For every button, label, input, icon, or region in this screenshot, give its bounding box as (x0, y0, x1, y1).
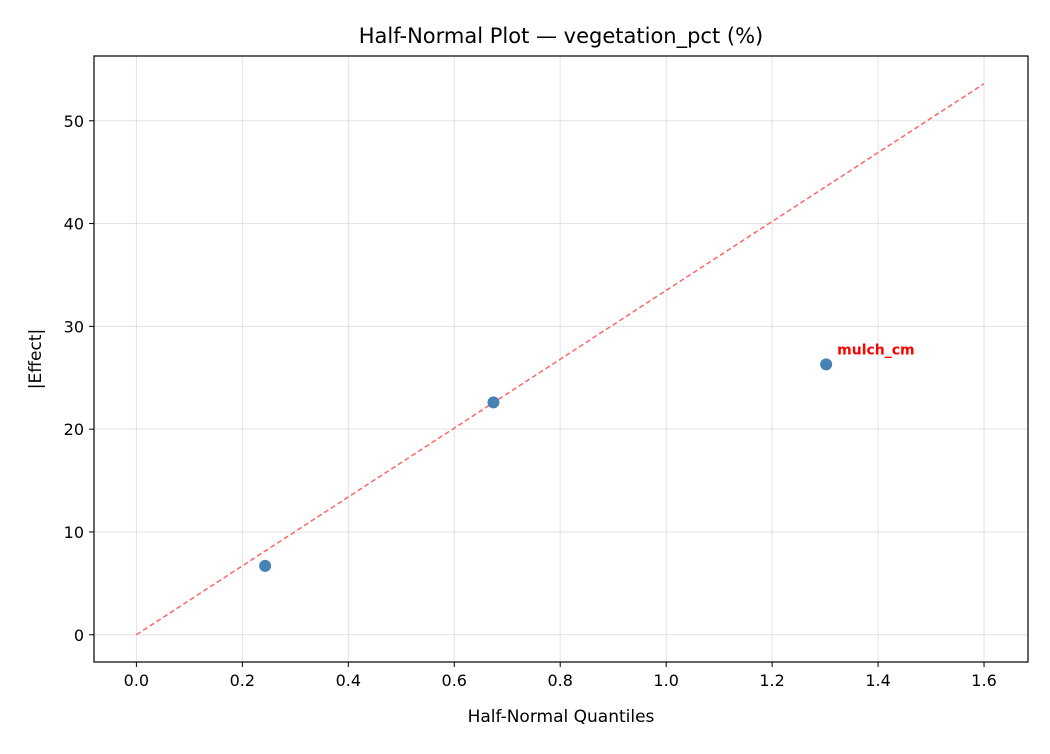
y-tick-label: 0 (74, 626, 84, 645)
x-tick-label: 0.8 (547, 671, 572, 690)
chart-title: Half-Normal Plot — vegetation_pct (%) (359, 24, 763, 49)
y-axis-label: |Effect| (26, 329, 46, 389)
x-tick-label: 0.0 (124, 671, 149, 690)
marks: mulch_cm (135, 83, 985, 636)
data-point (487, 396, 500, 409)
y-tick-label: 20 (64, 420, 84, 439)
y-tick-label: 40 (64, 215, 84, 234)
y-tick-label: 30 (64, 317, 84, 336)
x-tick-label: 1.6 (971, 671, 996, 690)
x-tick-label: 0.2 (230, 671, 255, 690)
reference-line (135, 83, 985, 636)
x-tick-label: 1.2 (759, 671, 784, 690)
x-tick-label: 0.6 (442, 671, 467, 690)
point-annotation: mulch_cm (837, 342, 915, 358)
data-point (259, 559, 272, 572)
x-tick-label: 1.0 (653, 671, 678, 690)
x-tick-label: 1.4 (865, 671, 890, 690)
x-tick-label: 0.4 (336, 671, 361, 690)
y-tick-label: 50 (64, 112, 84, 131)
x-axis-label: Half-Normal Quantiles (468, 707, 655, 727)
y-tick-label: 10 (64, 523, 84, 542)
data-point (820, 358, 833, 371)
ticks: 0.0 0.2 0.4 0.6 0.8 1.0 1.2 1.4 1.6 0 10 20 30 40 50 (64, 112, 997, 690)
plot-frame (93, 55, 1029, 663)
